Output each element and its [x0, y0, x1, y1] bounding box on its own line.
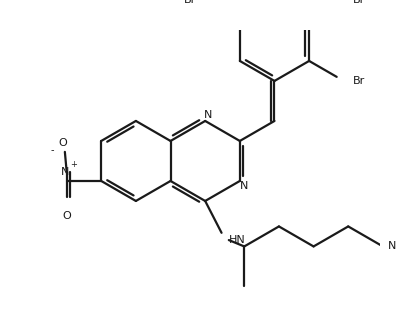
- Text: +: +: [70, 160, 77, 169]
- Text: N: N: [240, 180, 249, 191]
- Text: N: N: [204, 111, 212, 120]
- Text: O: O: [62, 211, 71, 220]
- Text: Br: Br: [353, 0, 365, 6]
- Text: N: N: [388, 241, 396, 252]
- Text: N: N: [61, 167, 69, 177]
- Text: Br: Br: [183, 0, 196, 6]
- Text: HN: HN: [229, 235, 245, 245]
- Text: -: -: [50, 145, 54, 155]
- Text: Br: Br: [353, 76, 365, 86]
- Text: O: O: [59, 138, 67, 148]
